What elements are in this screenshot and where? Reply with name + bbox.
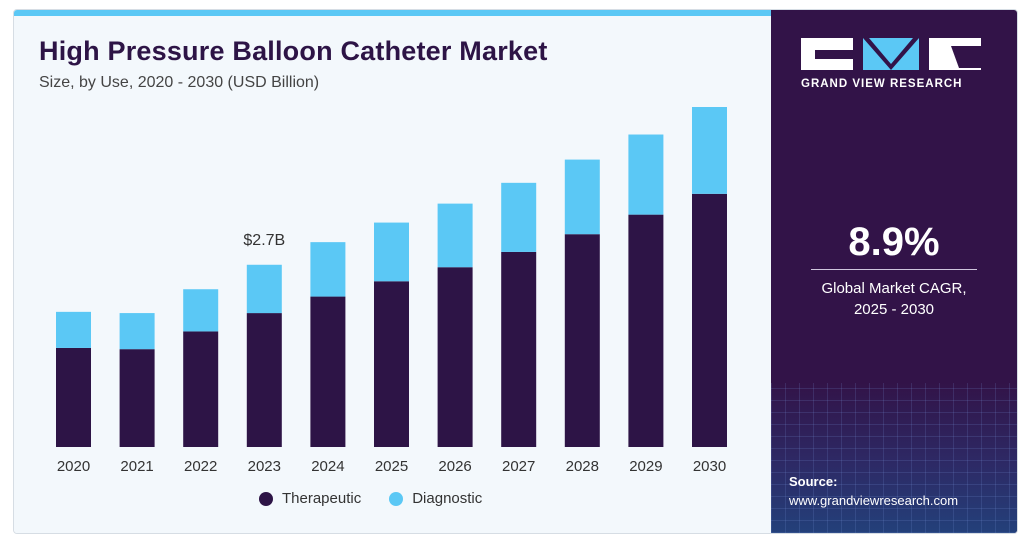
- bar-diagnostic-2026: [437, 203, 473, 268]
- x-tick-label-2028: 2028: [566, 458, 599, 475]
- x-tick-label-2021: 2021: [120, 458, 153, 475]
- source-link[interactable]: www.grandviewresearch.com: [789, 493, 959, 508]
- source-block: Source: www.grandviewresearch.com: [789, 472, 958, 510]
- bar-therapeutic-2026: [437, 267, 473, 447]
- data-label-2023: $2.7B: [243, 232, 285, 249]
- legend-item-therapeutic: Therapeutic: [259, 490, 361, 507]
- bar-therapeutic-2024: [310, 296, 346, 447]
- brand-name: GRAND VIEW RESEARCH: [801, 78, 963, 90]
- x-tick-label-2025: 2025: [375, 458, 408, 475]
- legend-label-diagnostic: Diagnostic: [412, 490, 483, 507]
- logo-mark-triangle-icon: [863, 38, 919, 70]
- bar-diagnostic-2028: [564, 159, 600, 235]
- bar-therapeutic-2020: [56, 347, 91, 447]
- bar-diagnostic-2021: [119, 313, 155, 350]
- bar-therapeutic-2023: [246, 313, 282, 447]
- chart-panel: High Pressure Balloon Catheter Market Si…: [14, 10, 771, 533]
- legend-swatch-diagnostic: [389, 491, 404, 506]
- bar-diagnostic-2027: [501, 182, 537, 252]
- x-tick-label-2027: 2027: [502, 458, 535, 475]
- grand-view-research-logo: GRAND VIEW RESEARCH: [801, 38, 987, 90]
- bar-diagnostic-2030: [692, 107, 727, 194]
- bar-diagnostic-2023: [246, 264, 282, 314]
- bar-therapeutic-2027: [501, 251, 537, 447]
- cagr-divider: [811, 269, 977, 270]
- sidebar-panel: GRAND VIEW RESEARCH 8.9% Global Market C…: [771, 10, 1017, 533]
- source-label: Source:: [789, 474, 838, 489]
- decorative-grid: [771, 383, 1017, 533]
- legend-label-therapeutic: Therapeutic: [282, 490, 362, 507]
- x-tick-label-2024: 2024: [311, 458, 344, 475]
- bar-therapeutic-2030: [692, 193, 727, 447]
- x-tick-label-2026: 2026: [438, 458, 471, 475]
- chart-title: High Pressure Balloon Catheter Market: [39, 36, 548, 66]
- bar-diagnostic-2025: [374, 222, 409, 282]
- logo-mark-right-icon: [929, 38, 981, 70]
- bar-therapeutic-2021: [119, 349, 155, 447]
- bar-chart: 2020 2021 2022 2023 $2.7B 2024 2025 2026 2027 202…: [56, 107, 727, 475]
- cagr-label-line1: Global Market CAGR,: [821, 280, 967, 297]
- x-tick-label-2030: 2030: [693, 458, 726, 475]
- bar-diagnostic-2024: [310, 242, 346, 297]
- x-tick-label-2029: 2029: [629, 458, 662, 475]
- bar-therapeutic-2028: [564, 234, 600, 447]
- accent-bar: [14, 10, 771, 16]
- cagr-label: Global Market CAGR, 2025 - 2030: [771, 278, 1017, 320]
- bar-therapeutic-2022: [183, 331, 219, 447]
- bar-therapeutic-2025: [374, 281, 409, 447]
- cagr-value: 8.9%: [848, 220, 940, 264]
- bar-therapeutic-2029: [628, 214, 664, 447]
- legend-item-diagnostic: Diagnostic: [389, 490, 482, 507]
- legend-swatch-therapeutic: [259, 491, 273, 506]
- chart-subtitle: Size, by Use, 2020 - 2030 (USD Billion): [39, 74, 320, 91]
- bar-diagnostic-2029: [628, 134, 664, 215]
- x-tick-label-2020: 2020: [57, 458, 90, 475]
- bar-diagnostic-2020: [56, 311, 91, 348]
- logo-marks: [801, 38, 981, 70]
- cagr-label-line2: 2025 - 2030: [853, 301, 935, 318]
- x-tick-label-2023: 2023: [248, 458, 281, 475]
- bar-diagnostic-2022: [183, 289, 219, 332]
- chart-legend: Therapeutic Diagnostic: [259, 490, 510, 507]
- x-tick-label-2022: 2022: [184, 458, 217, 475]
- infographic-card: High Pressure Balloon Catheter Market Si…: [13, 9, 1018, 534]
- logo-mark-left-icon: [801, 38, 853, 70]
